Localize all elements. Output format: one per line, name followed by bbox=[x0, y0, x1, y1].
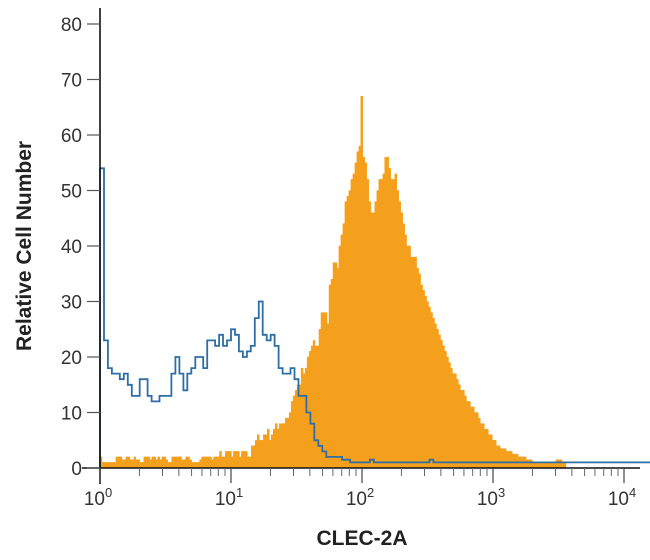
y-tick-label: 40 bbox=[61, 237, 82, 258]
x-tick-label: 100 bbox=[84, 485, 112, 510]
histogram-series bbox=[99, 95, 650, 469]
y-axis-ticks: 0 10 20 30 40 50 60 70 80 bbox=[61, 15, 100, 480]
x-axis-title: CLEC-2A bbox=[316, 527, 407, 550]
isotype-control-histogram bbox=[99, 167, 650, 468]
x-tick-label: 102 bbox=[346, 485, 374, 510]
y-tick-label: 50 bbox=[61, 182, 82, 203]
y-tick-label: 10 bbox=[61, 404, 82, 425]
x-tick-label: 101 bbox=[215, 485, 243, 510]
x-tick-label: 103 bbox=[477, 485, 505, 510]
y-tick-label: 30 bbox=[61, 293, 82, 314]
x-axis-ticks: 100 101 102 103 104 bbox=[84, 468, 636, 510]
y-tick-label: 60 bbox=[61, 126, 82, 147]
y-axis-title: Relative Cell Number bbox=[13, 141, 36, 351]
x-tick-label: 104 bbox=[608, 485, 636, 510]
clec2a-histogram bbox=[99, 95, 567, 469]
y-tick-label: 80 bbox=[61, 15, 82, 36]
y-tick-label: 70 bbox=[61, 71, 82, 92]
y-tick-label: 20 bbox=[61, 348, 82, 369]
y-tick-label: 0 bbox=[71, 459, 82, 480]
